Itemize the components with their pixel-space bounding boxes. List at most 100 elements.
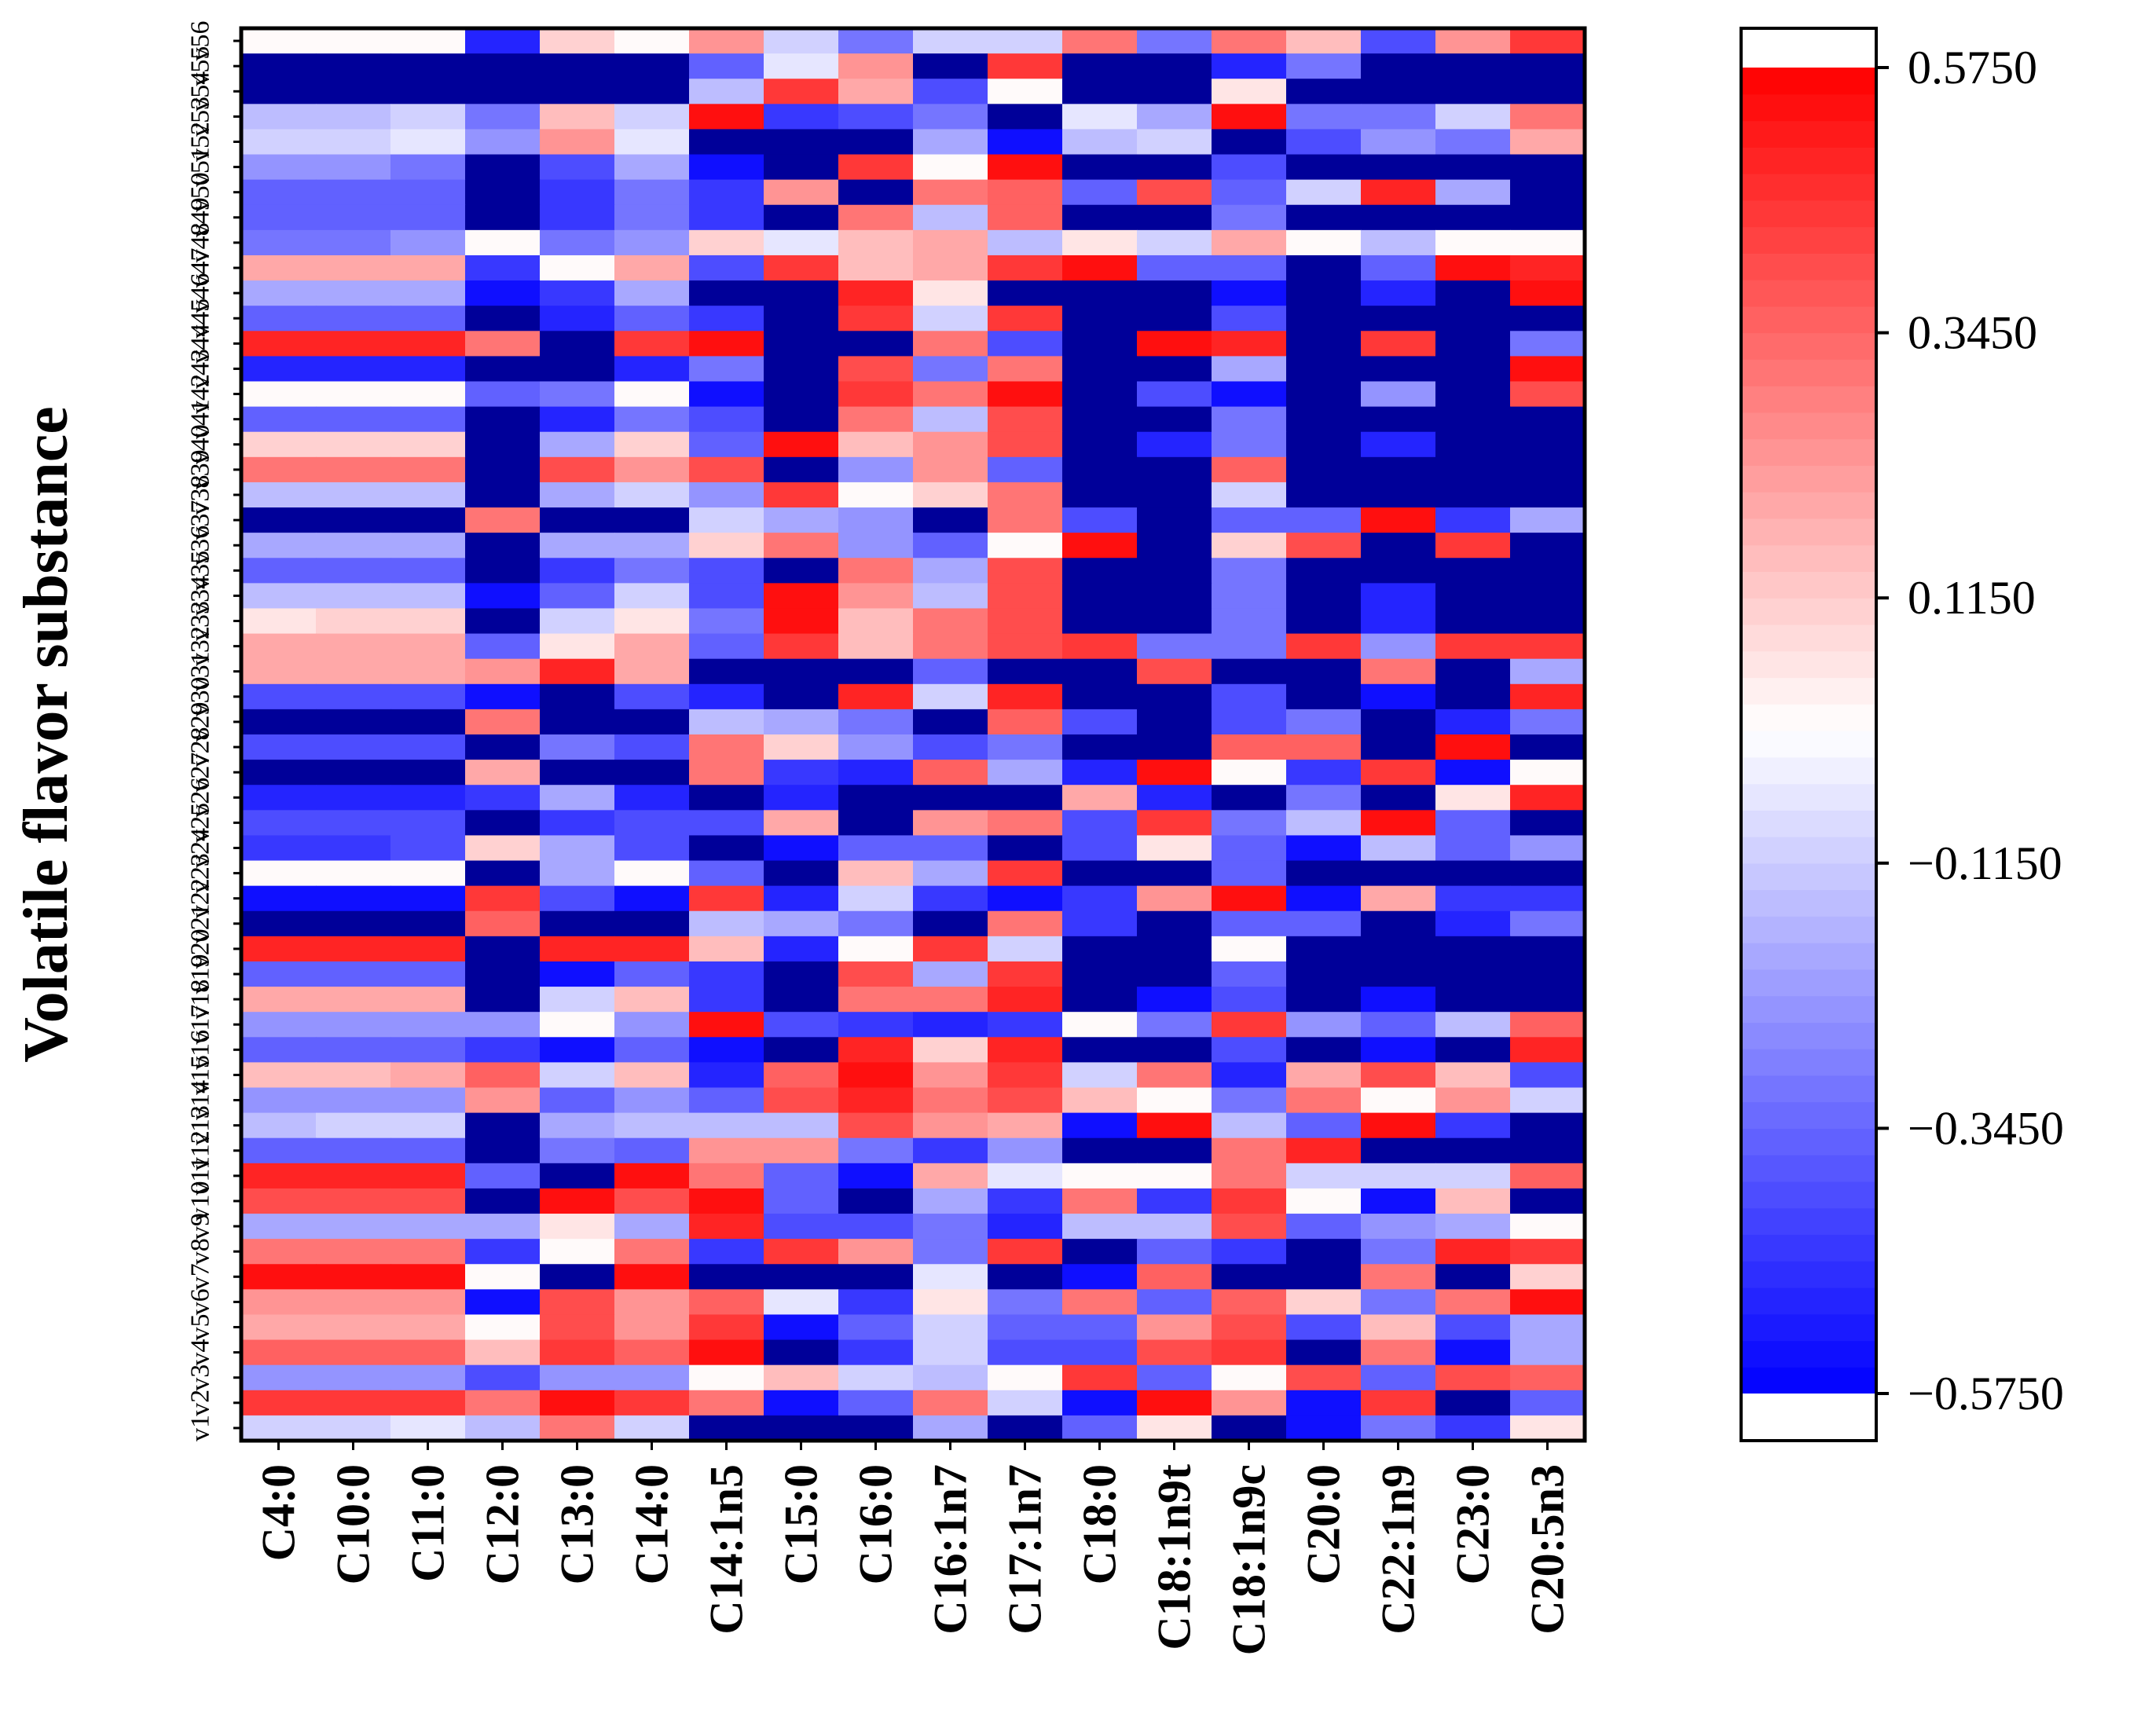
heatmap-cell bbox=[390, 533, 466, 559]
y-tick-label: v33 bbox=[186, 601, 215, 641]
heatmap-cell bbox=[1137, 633, 1212, 660]
heatmap-cell bbox=[1286, 910, 1362, 937]
heatmap-cell bbox=[465, 1214, 541, 1240]
heatmap-cell bbox=[1286, 1364, 1362, 1391]
y-tick-label: v56 bbox=[186, 21, 215, 61]
heatmap-cell bbox=[988, 28, 1063, 54]
heatmap-cell bbox=[1062, 229, 1138, 256]
heatmap-cell bbox=[241, 229, 317, 256]
plot-frame bbox=[239, 26, 1587, 1443]
heatmap-cell bbox=[838, 229, 914, 256]
heatmap-cell bbox=[1286, 987, 1362, 1013]
heatmap-cell bbox=[838, 658, 914, 685]
heatmap-cell bbox=[689, 1037, 764, 1063]
heatmap-cell bbox=[540, 1415, 615, 1441]
heatmap-cell bbox=[913, 1390, 988, 1416]
heatmap-cell bbox=[988, 1415, 1063, 1441]
heatmap-cell bbox=[390, 1264, 466, 1290]
heatmap-cell bbox=[1062, 129, 1138, 156]
heatmap-cell bbox=[1286, 104, 1362, 130]
y-tick-label: v31 bbox=[186, 651, 215, 691]
heatmap-cell bbox=[390, 456, 466, 483]
heatmap-cell bbox=[465, 683, 541, 710]
y-tick-label: v54 bbox=[186, 71, 215, 112]
heatmap-cell bbox=[838, 987, 914, 1013]
heatmap-cell bbox=[1212, 129, 1287, 156]
heatmap-cell bbox=[1286, 229, 1362, 256]
heatmap-cell bbox=[1137, 331, 1212, 357]
heatmap-cell bbox=[689, 835, 764, 862]
heatmap-cell bbox=[1286, 204, 1362, 231]
heatmap-cell bbox=[614, 936, 690, 962]
heatmap-cell bbox=[764, 810, 839, 837]
heatmap-cell bbox=[1435, 381, 1511, 408]
heatmap-cell bbox=[1062, 507, 1138, 533]
heatmap-cell bbox=[1435, 785, 1511, 811]
heatmap-cell bbox=[1510, 658, 1586, 685]
heatmap-cell bbox=[1361, 987, 1436, 1013]
heatmap-cell bbox=[1062, 1415, 1138, 1441]
heatmap-cell bbox=[316, 1087, 391, 1114]
heatmap-cell bbox=[764, 760, 839, 786]
heatmap-cell bbox=[540, 356, 615, 383]
heatmap-cell bbox=[1137, 1163, 1212, 1189]
heatmap-cell bbox=[241, 658, 317, 685]
heatmap-cell bbox=[241, 1062, 317, 1089]
heatmap-cell bbox=[689, 79, 764, 104]
colorbar-segment bbox=[1741, 174, 1876, 201]
heatmap-cell bbox=[540, 306, 615, 331]
y-tick-label: v48 bbox=[186, 222, 215, 262]
colorbar-segment bbox=[1741, 571, 1876, 599]
heatmap-cell bbox=[540, 381, 615, 408]
x-tick-label: C18:1n9c bbox=[1223, 1464, 1275, 1655]
heatmap-cell bbox=[913, 28, 988, 54]
x-tick-label: C4:0 bbox=[253, 1464, 305, 1561]
heatmap-cell bbox=[689, 255, 764, 281]
heatmap-cell bbox=[1286, 961, 1362, 987]
heatmap-cell bbox=[540, 431, 615, 458]
heatmap-cell bbox=[540, 1012, 615, 1038]
heatmap-cell bbox=[1361, 1037, 1436, 1063]
heatmap-cell bbox=[465, 583, 541, 610]
heatmap-cell bbox=[614, 28, 690, 54]
heatmap-cell bbox=[913, 381, 988, 408]
heatmap-cell bbox=[1510, 456, 1586, 483]
heatmap-cell bbox=[465, 331, 541, 357]
heatmap-cell bbox=[241, 1214, 317, 1240]
heatmap-cell bbox=[689, 1264, 764, 1290]
heatmap-cell bbox=[465, 1264, 541, 1290]
colorbar-segment bbox=[1741, 995, 1876, 1023]
heatmap-cell bbox=[1062, 1239, 1138, 1265]
heatmap-cell bbox=[465, 734, 541, 760]
heatmap-cell bbox=[316, 910, 391, 937]
heatmap-cell bbox=[1062, 28, 1138, 54]
x-tick-label: C17:1n7 bbox=[999, 1464, 1051, 1635]
heatmap-cell bbox=[614, 1264, 690, 1290]
heatmap-cell bbox=[838, 1364, 914, 1391]
heatmap-cell bbox=[1361, 835, 1436, 862]
heatmap-cell bbox=[1510, 936, 1586, 962]
heatmap-cell bbox=[1062, 1264, 1138, 1290]
heatmap-cell bbox=[316, 1188, 391, 1214]
heatmap-cell bbox=[1510, 785, 1586, 811]
heatmap-cell bbox=[1286, 53, 1362, 79]
heatmap-cell bbox=[465, 79, 541, 104]
heatmap-cell bbox=[1435, 533, 1511, 559]
heatmap-cell bbox=[1212, 104, 1287, 130]
heatmap-cell bbox=[1212, 1364, 1287, 1391]
heatmap-cell bbox=[390, 129, 466, 156]
heatmap-cell bbox=[988, 1364, 1063, 1391]
heatmap-cell bbox=[1435, 1289, 1511, 1316]
heatmap-cell bbox=[1286, 431, 1362, 458]
heatmap-cell bbox=[1510, 356, 1586, 383]
heatmap-cell bbox=[1510, 885, 1586, 912]
heatmap-cell bbox=[390, 785, 466, 811]
heatmap-cell bbox=[689, 633, 764, 660]
heatmap-cell bbox=[540, 785, 615, 811]
heatmap-cell bbox=[241, 79, 317, 104]
heatmap-cell bbox=[1510, 507, 1586, 533]
heatmap-cell bbox=[764, 356, 839, 383]
heatmap-cell bbox=[1361, 331, 1436, 357]
heatmap-cell bbox=[1361, 1314, 1436, 1341]
heatmap-cell bbox=[540, 910, 615, 937]
